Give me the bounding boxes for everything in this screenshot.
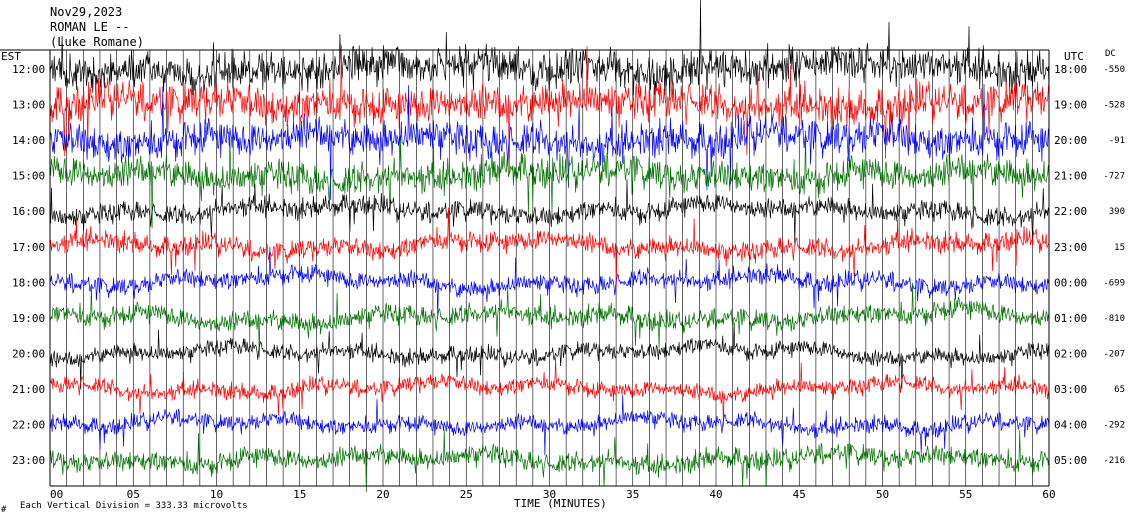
x-tick-label: 20 bbox=[376, 488, 389, 501]
dc-offset-label: -292 bbox=[1103, 421, 1125, 431]
utc-time-label: 23:00 bbox=[1054, 241, 1087, 254]
trace-16:00 bbox=[49, 179, 1049, 246]
seismic-traces bbox=[49, 0, 1050, 493]
utc-time-label: 01:00 bbox=[1054, 312, 1087, 325]
utc-time-label: 21:00 bbox=[1054, 170, 1087, 183]
x-tick-label: 05 bbox=[127, 488, 140, 501]
dc-offset-label: -216 bbox=[1103, 456, 1125, 466]
local-time-label: 22:00 bbox=[12, 419, 45, 432]
x-tick-label: 25 bbox=[460, 488, 473, 501]
utc-time-label: 20:00 bbox=[1054, 134, 1087, 147]
trace-21:00 bbox=[49, 357, 1050, 427]
x-tick-label: 50 bbox=[876, 488, 889, 501]
right-timezone-label: UTC bbox=[1064, 50, 1084, 63]
local-time-labels: 12:00 13:00 14:00 15:00 16:00 17:00 18:00 19:00… bbox=[12, 63, 45, 467]
local-time-label: 20:00 bbox=[12, 347, 45, 360]
dc-offset-label: -550 bbox=[1103, 65, 1125, 75]
dc-offset-label: 65 bbox=[1114, 385, 1125, 395]
dc-offset-label: -528 bbox=[1103, 101, 1125, 111]
trace-20:00 bbox=[49, 322, 1050, 390]
trace-13:00 bbox=[49, 44, 1050, 175]
local-time-label: 13:00 bbox=[12, 99, 45, 112]
utc-time-label: 02:00 bbox=[1054, 347, 1087, 360]
utc-time-labels: 18:00 19:00 20:00 21:00 22:00 23:00 00:00 01:00… bbox=[1054, 63, 1087, 467]
local-time-label: 14:00 bbox=[12, 134, 45, 147]
header-network: (Luke Romane) bbox=[50, 35, 144, 49]
vertical-division-note: Each Vertical Division = 333.33 microvol… bbox=[20, 501, 248, 511]
x-tick-label: 45 bbox=[793, 488, 806, 501]
local-time-label: 12:00 bbox=[12, 63, 45, 76]
x-tick-label: 30 bbox=[543, 488, 556, 501]
x-tick-label: 15 bbox=[293, 488, 306, 501]
utc-time-label: 00:00 bbox=[1054, 276, 1087, 289]
local-time-label: 23:00 bbox=[12, 454, 45, 467]
dc-header-label: DC bbox=[1105, 49, 1116, 59]
x-tick-label: 60 bbox=[1042, 488, 1055, 501]
dc-offset-labels: -550 -528 -91 -727 390 15 -699 -810 -207 65 -292 -2… bbox=[1103, 65, 1125, 466]
utc-time-label: 05:00 bbox=[1054, 454, 1087, 467]
local-time-label: 15:00 bbox=[12, 170, 45, 183]
left-timezone-label: EST bbox=[1, 50, 21, 63]
x-tick-label: 10 bbox=[210, 488, 223, 501]
utc-time-label: 22:00 bbox=[1054, 205, 1087, 218]
trace-22:00 bbox=[49, 394, 1050, 456]
dc-offset-label: -727 bbox=[1103, 172, 1125, 182]
header-station: ROMAN LE -- bbox=[50, 20, 129, 34]
trace-23:00 bbox=[49, 429, 1050, 493]
trace-17:00 bbox=[49, 207, 1050, 287]
footer-mark: # bbox=[1, 505, 7, 515]
trace-15:00 bbox=[49, 130, 1050, 229]
trace-18:00 bbox=[49, 246, 1050, 319]
local-time-label: 16:00 bbox=[12, 205, 45, 218]
x-tick-label: 40 bbox=[709, 488, 722, 501]
utc-time-label: 04:00 bbox=[1054, 419, 1087, 432]
x-tick-label: 00 bbox=[50, 488, 63, 501]
utc-time-label: 03:00 bbox=[1054, 383, 1087, 396]
trace-14:00 bbox=[49, 83, 1050, 201]
x-tick-label: 35 bbox=[626, 488, 639, 501]
dc-offset-label: -91 bbox=[1109, 136, 1125, 146]
dc-offset-label: -699 bbox=[1103, 278, 1125, 288]
dc-offset-label: 390 bbox=[1109, 207, 1125, 217]
local-time-label: 18:00 bbox=[12, 276, 45, 289]
trace-19:00 bbox=[49, 282, 1050, 358]
dc-offset-label: -810 bbox=[1103, 314, 1125, 324]
local-time-label: 19:00 bbox=[12, 312, 45, 325]
x-tick-label: 55 bbox=[959, 488, 972, 501]
utc-time-label: 19:00 bbox=[1054, 99, 1087, 112]
dc-offset-label: 15 bbox=[1114, 243, 1125, 253]
x-axis-title: TIME (MINUTES) bbox=[514, 497, 607, 510]
minute-grid bbox=[49, 50, 1050, 486]
dc-offset-label: -207 bbox=[1103, 349, 1125, 359]
trace-12:00 bbox=[49, 0, 1050, 101]
local-time-label: 21:00 bbox=[12, 383, 45, 396]
header-date: Nov29,2023 bbox=[50, 5, 122, 19]
utc-time-label: 18:00 bbox=[1054, 63, 1087, 76]
local-time-label: 17:00 bbox=[12, 241, 45, 254]
plot-frame bbox=[0, 49, 1050, 487]
x-tick-labels: 00 05 10 15 20 25 30 35 40 45 50 55 60 bbox=[50, 488, 1056, 501]
